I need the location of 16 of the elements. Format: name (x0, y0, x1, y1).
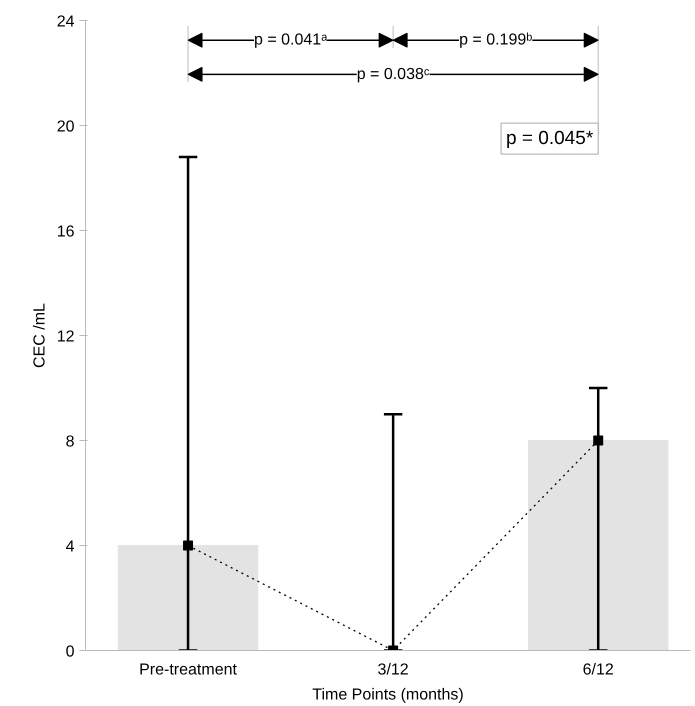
y-tick-label: 12 (56, 328, 75, 346)
y-tick-label: 16 (56, 224, 75, 240)
annotation: p = 0.041ᵃ (254, 32, 328, 49)
y-tick-label: 20 (56, 118, 75, 136)
annotation: p = 0.199ᵇ (459, 32, 532, 49)
annotation: p = 0.038ᶜ (356, 66, 430, 83)
x-tick-label: 3/12 (378, 662, 409, 678)
y-axis-title: CEC /mL (32, 302, 49, 368)
y-tick-label: 0 (66, 644, 75, 660)
y-tick-label: 4 (66, 538, 75, 556)
y-tick-label: 24 (56, 14, 75, 30)
annotation: p = 0.045* (506, 128, 594, 150)
x-axis-title: Time Points (months) (312, 686, 464, 704)
y-tick-label: 8 (66, 434, 75, 450)
x-tick-label: 6/12 (582, 662, 614, 678)
x-tick-label: Pre-treatment (139, 662, 238, 678)
